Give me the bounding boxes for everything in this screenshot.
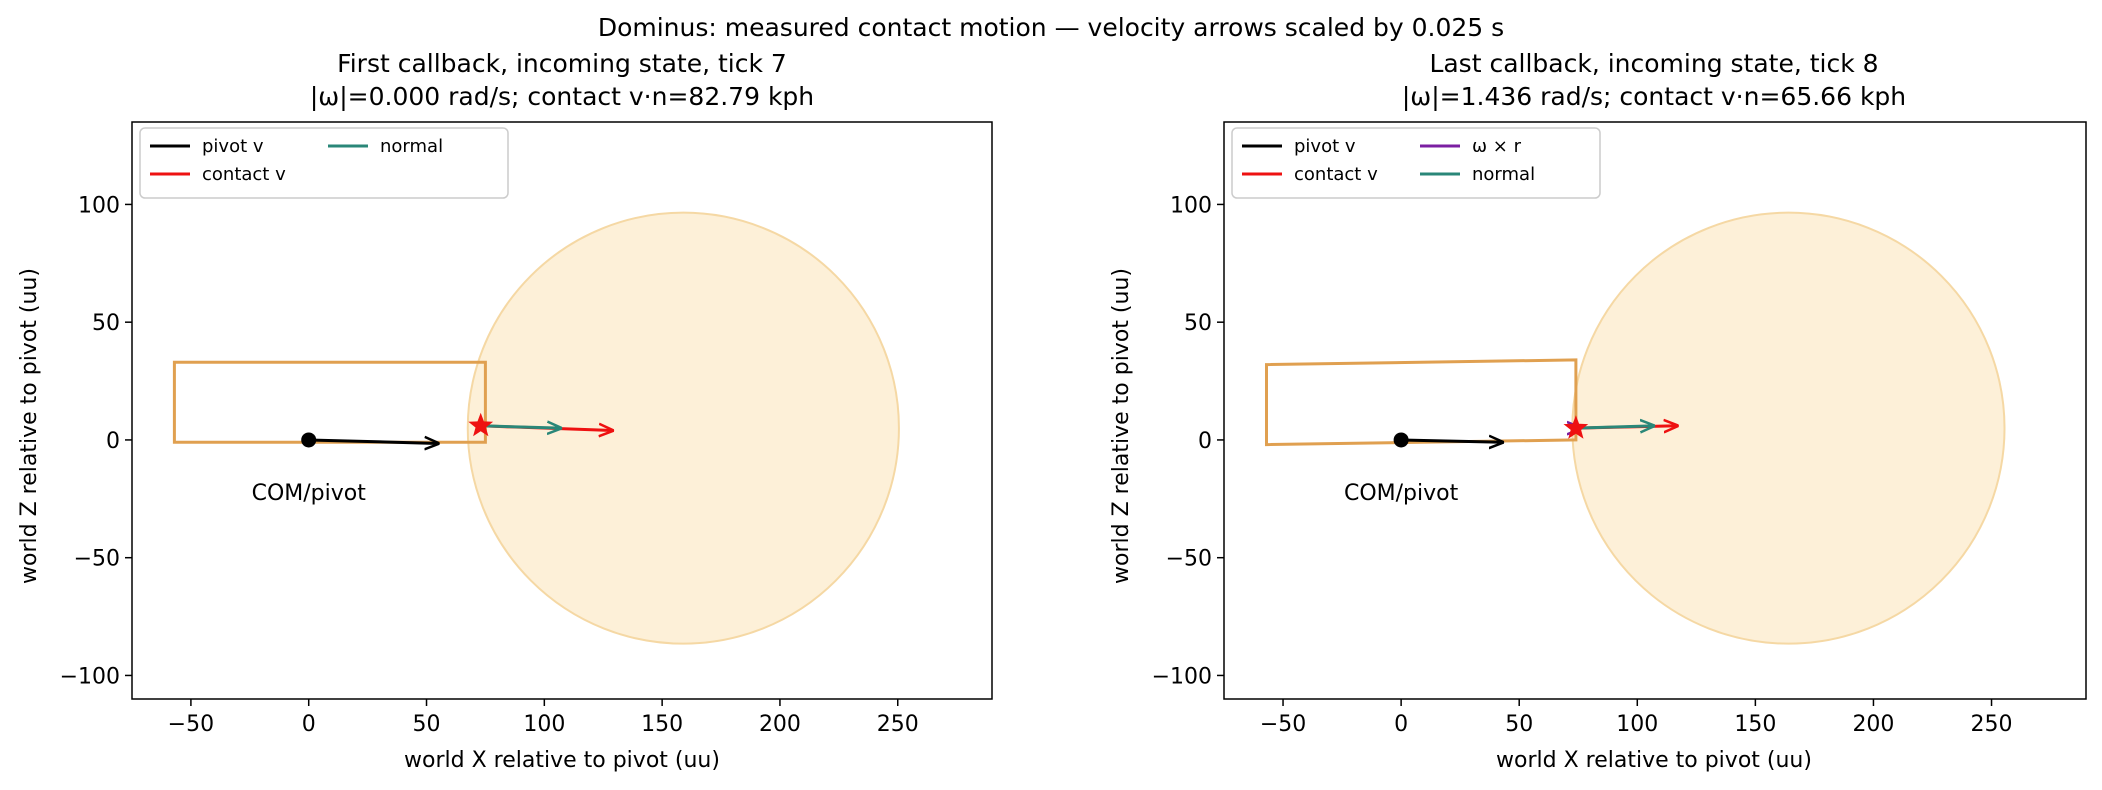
legend-box [1231,127,1601,199]
y-tick-label: −50 [1166,547,1212,572]
legend: pivot v contact v ω × r normal [1231,127,1601,199]
x-tick-label: 150 [641,712,683,737]
chart-panel-last-callback: Last callback, incoming state, tick 8 |ω… [1109,49,2087,773]
y-tick-label: −50 [74,547,120,572]
legend-label: normal [380,136,443,157]
x-tick-label: 250 [877,712,919,737]
pivot-v-arrow [307,440,440,444]
x-tick-label: 200 [759,712,801,737]
x-tick-label: 200 [1852,712,1894,737]
x-tick-label: 50 [1505,712,1533,737]
plot-area [172,211,900,645]
legend-label: normal [1472,164,1535,185]
y-tick-label: 0 [1198,429,1212,454]
x-tick-label: 0 [302,712,316,737]
hitbox-outline [172,360,487,444]
x-tick-label: 100 [523,712,565,737]
chart-title: Last callback, incoming state, tick 8 [1429,49,1878,78]
legend-label: ω × r [1472,136,1522,157]
x-axis-label: world X relative to pivot (uu) [1496,748,1812,773]
chart-subtitle: |ω|=1.436 rad/s; contact v·n=65.66 kph [1402,82,1906,111]
legend-label: contact v [202,164,286,185]
y-tick-label: 0 [106,429,120,454]
legend-label: pivot v [1294,136,1356,157]
pivot-v-arrow [1399,440,1505,442]
legend-box [139,127,509,199]
pivot-marker [1393,432,1409,448]
x-tick-label: −50 [168,712,214,737]
normal-arrow [1574,426,1656,428]
normal-arrow [479,426,563,428]
contact-marker [468,412,494,437]
y-axis-label: world Z relative to pivot (uu) [17,268,42,584]
legend-label: contact v [1294,164,1378,185]
x-tick-label: 50 [413,712,441,737]
hitbox-outline [1265,358,1578,447]
figure-suptitle: Dominus: measured contact motion — veloc… [598,13,1504,42]
pivot-marker [301,432,317,448]
ball-circle [466,211,900,645]
y-tick-label: 100 [1170,193,1212,218]
chart-title: First callback, incoming state, tick 7 [337,49,787,78]
x-axis-label: world X relative to pivot (uu) [404,748,720,773]
x-tick-label: −50 [1260,712,1306,737]
y-axis-label: world Z relative to pivot (uu) [1109,268,1134,584]
axes-frame [131,121,993,700]
x-tick-label: 150 [1734,712,1776,737]
pivot-label: COM/pivot [252,481,367,506]
y-tick-label: 50 [92,311,120,336]
legend-label: pivot v [202,136,264,157]
x-tick-label: 100 [1616,712,1658,737]
y-tick-label: −100 [1152,664,1212,689]
x-tick-label: 250 [1971,712,2013,737]
chart-subtitle: |ω|=0.000 rad/s; contact v·n=82.79 kph [310,82,814,111]
axes-frame [1223,121,2087,700]
y-tick-label: 50 [1184,311,1212,336]
plot-area [1265,211,2006,645]
y-tick-label: 100 [78,193,120,218]
contact-marker [1563,415,1589,439]
pivot-label: COM/pivot [1344,481,1459,506]
chart-panel-first-callback: First callback, incoming state, tick 7 |… [17,49,993,773]
legend: pivot v contact v normal [139,127,509,199]
x-tick-label: 0 [1394,712,1408,737]
y-tick-label: −100 [60,664,120,689]
